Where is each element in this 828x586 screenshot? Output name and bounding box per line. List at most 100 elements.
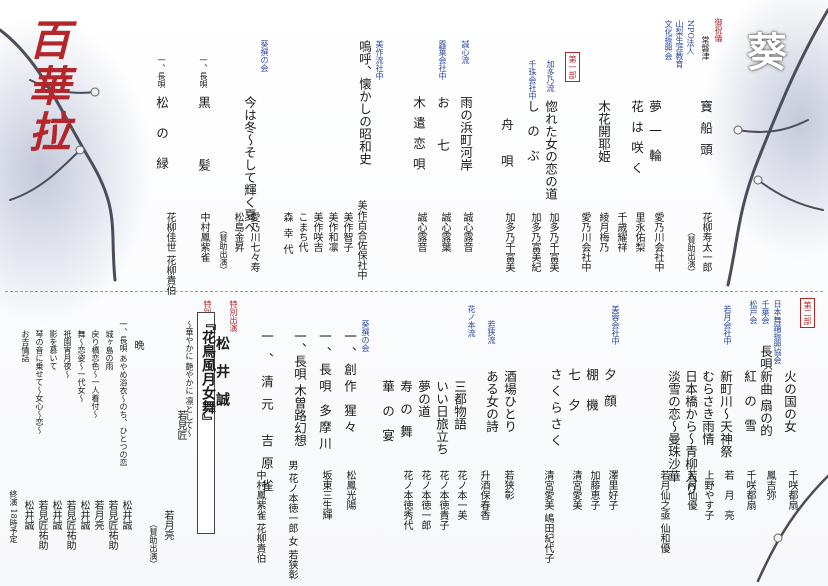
program-title: 淡雪の恋～曼珠沙華 — [666, 370, 681, 483]
program-title: 一、清元 吉原雀 — [259, 330, 274, 502]
finale-title: 祇園宵月夜～ — [63, 330, 72, 378]
program-performer: 澤里好子 — [606, 470, 617, 510]
program-title: 木遣恋唄 — [411, 96, 426, 178]
program-title: 三都物語 — [452, 380, 467, 430]
program-title: ある女の詩 — [484, 370, 499, 433]
program-title: いい日旅立ち — [434, 380, 449, 455]
program-performer: 愛乃川会社中 — [652, 212, 663, 272]
event-logo: 百華拉 — [12, 18, 71, 218]
program-school: 若狭流 — [487, 320, 496, 344]
program-title: 舟唄 — [499, 118, 514, 191]
finale-title: お吉情話 — [21, 330, 30, 362]
left-blossom-branch-icon — [0, 28, 117, 282]
finale-title: 舞～恋姿～一代女～ — [77, 330, 86, 402]
program-school: 松戸会 — [749, 300, 758, 324]
program-performer: こまち代 — [296, 212, 307, 252]
program-title: お七 — [435, 96, 450, 181]
logo-text: 百華拉 — [22, 18, 71, 156]
program-performer: 若月仙優 — [685, 470, 696, 510]
program-title: 寿の舞 — [398, 380, 413, 448]
program-title: 酒場ひとり — [502, 370, 517, 433]
program-title: 一、長唄 多摩川 — [317, 330, 332, 454]
program-title: 夢一輪 — [647, 100, 662, 174]
program-school: 露葉会社中 — [438, 40, 447, 80]
program-performer: 中村鳳紫雀 — [198, 212, 209, 262]
program-title: 一、創作 猩々 — [342, 330, 357, 437]
finale-performer: 松井誠 — [120, 500, 131, 530]
finale-performer: 若見匠祐助 — [64, 500, 75, 550]
program-performer: 誠心露音 — [461, 212, 472, 252]
program-performer: 愛乃川七々寿 — [248, 212, 259, 272]
lower-right-branch-icon — [756, 474, 828, 583]
finale-label: 晩 — [132, 340, 143, 350]
program-performer: 若月仙之亟 仙和優 — [658, 470, 669, 554]
program-performer: 綾月梅乃 — [597, 212, 608, 252]
program-title: 棚機 — [584, 368, 599, 429]
finale-performer: 松井誠 — [78, 500, 89, 530]
program-title: 寶船頭 — [698, 100, 713, 165]
program-performer: 美作和凛 — [326, 212, 337, 252]
program-performer: 森幸代 — [281, 212, 292, 260]
program-title: さくらさく — [548, 368, 563, 451]
program-school: 一、長唄 — [157, 56, 166, 88]
program-performer: 松鳳光陽 — [344, 470, 355, 510]
program-title: 紅の雪 — [742, 370, 757, 444]
program-performer: 花ノ本徳秀代 — [401, 470, 412, 530]
program-performer: 千咲都扇 — [786, 470, 797, 510]
finale-performer: 若月亮 — [92, 500, 103, 530]
special-subtitle: ～華やかに 艶やかに 凛として～ — [185, 320, 194, 438]
corner-kanji-mark: 葵 — [747, 29, 787, 76]
program-title: 七夕 — [566, 368, 581, 429]
organizer-line-2: 山梨生涯教育 — [675, 20, 684, 68]
organizer-line-3: 文化振興会 — [664, 20, 673, 60]
organizer-line-1: NPO法人 — [686, 20, 695, 55]
program-school: 葵撰の会 — [361, 320, 370, 352]
program-performer: 加藤恵子 — [588, 470, 599, 510]
program-title: 火の国の女 — [782, 370, 797, 433]
program-performer: 上野やす子 — [702, 470, 713, 520]
program-school: 常磐津 — [701, 36, 710, 60]
finale-title: 影を慕いて — [49, 330, 58, 370]
finale-title: 琴の音に乗せて～女心～恋～ — [35, 330, 44, 434]
finale-performer: 松井誠 — [22, 500, 33, 530]
end-time: 終演 18時予定 — [9, 490, 18, 543]
program-title: 若見匠 — [175, 410, 186, 440]
program-title: 日本橋から～青柳入り — [683, 370, 698, 495]
program-school: 千珠会社中 — [528, 60, 537, 100]
program-performer: 美作智子 — [341, 212, 352, 252]
program-performer: 加多乃千富美 — [503, 212, 514, 272]
program-performer: 加多乃千富美 — [547, 212, 558, 272]
program-performer: 清宮愛美 嶋田紀代子 — [542, 470, 553, 564]
program-school: 花ノ本流 — [467, 305, 476, 337]
right-blossom-branch-icon — [726, 8, 828, 287]
section-divider — [5, 291, 823, 292]
program-title: 今は冬～そして輝く夏へ — [242, 96, 257, 234]
program-performer: 若狭彰 — [502, 470, 513, 500]
program-performer: 若月亮 — [722, 470, 733, 530]
finale-title: 城ヶ島の雨 — [105, 330, 114, 370]
program-school: 千葉会 — [761, 300, 770, 324]
program-performer: 里永佑梨 — [633, 212, 644, 252]
program-performer: 誠心露葉 — [439, 212, 450, 252]
part-two-label: 第二部 — [800, 298, 815, 328]
program-performer: 美作咲吉 — [311, 212, 322, 252]
program-performer: 升酒保春香 — [478, 470, 489, 520]
finale-title: 一、長唄 あやめ浴衣～のち、ひとつの恋 — [119, 320, 128, 467]
program-title: 夕顔 — [602, 368, 617, 421]
program-performer: 愛乃川会社中 — [579, 212, 590, 272]
program-performer: 中村鳳紫雀 花柳貴伯 — [254, 470, 265, 564]
program-school: 葵撰の会 — [260, 40, 269, 72]
program-title: 長唄新曲 扇の的 — [758, 345, 773, 437]
program-performer: 千咲都扇 — [744, 470, 755, 510]
program-title: 一、長唄 木曽路幻想 — [292, 330, 307, 447]
program-performer: 千歳耀祥 — [615, 212, 626, 252]
finale-performer: 若見匠祐助 — [106, 500, 117, 550]
program-performer: 松島金昇 — [232, 212, 243, 252]
program-school: 一、長唄 — [199, 56, 208, 88]
program-performer: 加多乃富美紀 — [529, 212, 540, 272]
program-school: 美蓉会社中 — [611, 305, 620, 345]
program-title: むらさき雨情 — [700, 370, 715, 445]
program-title: 黒髪 — [196, 96, 211, 221]
program-school: 誠心流 — [461, 40, 470, 64]
program-performer: 花ノ本一美 — [455, 470, 466, 520]
